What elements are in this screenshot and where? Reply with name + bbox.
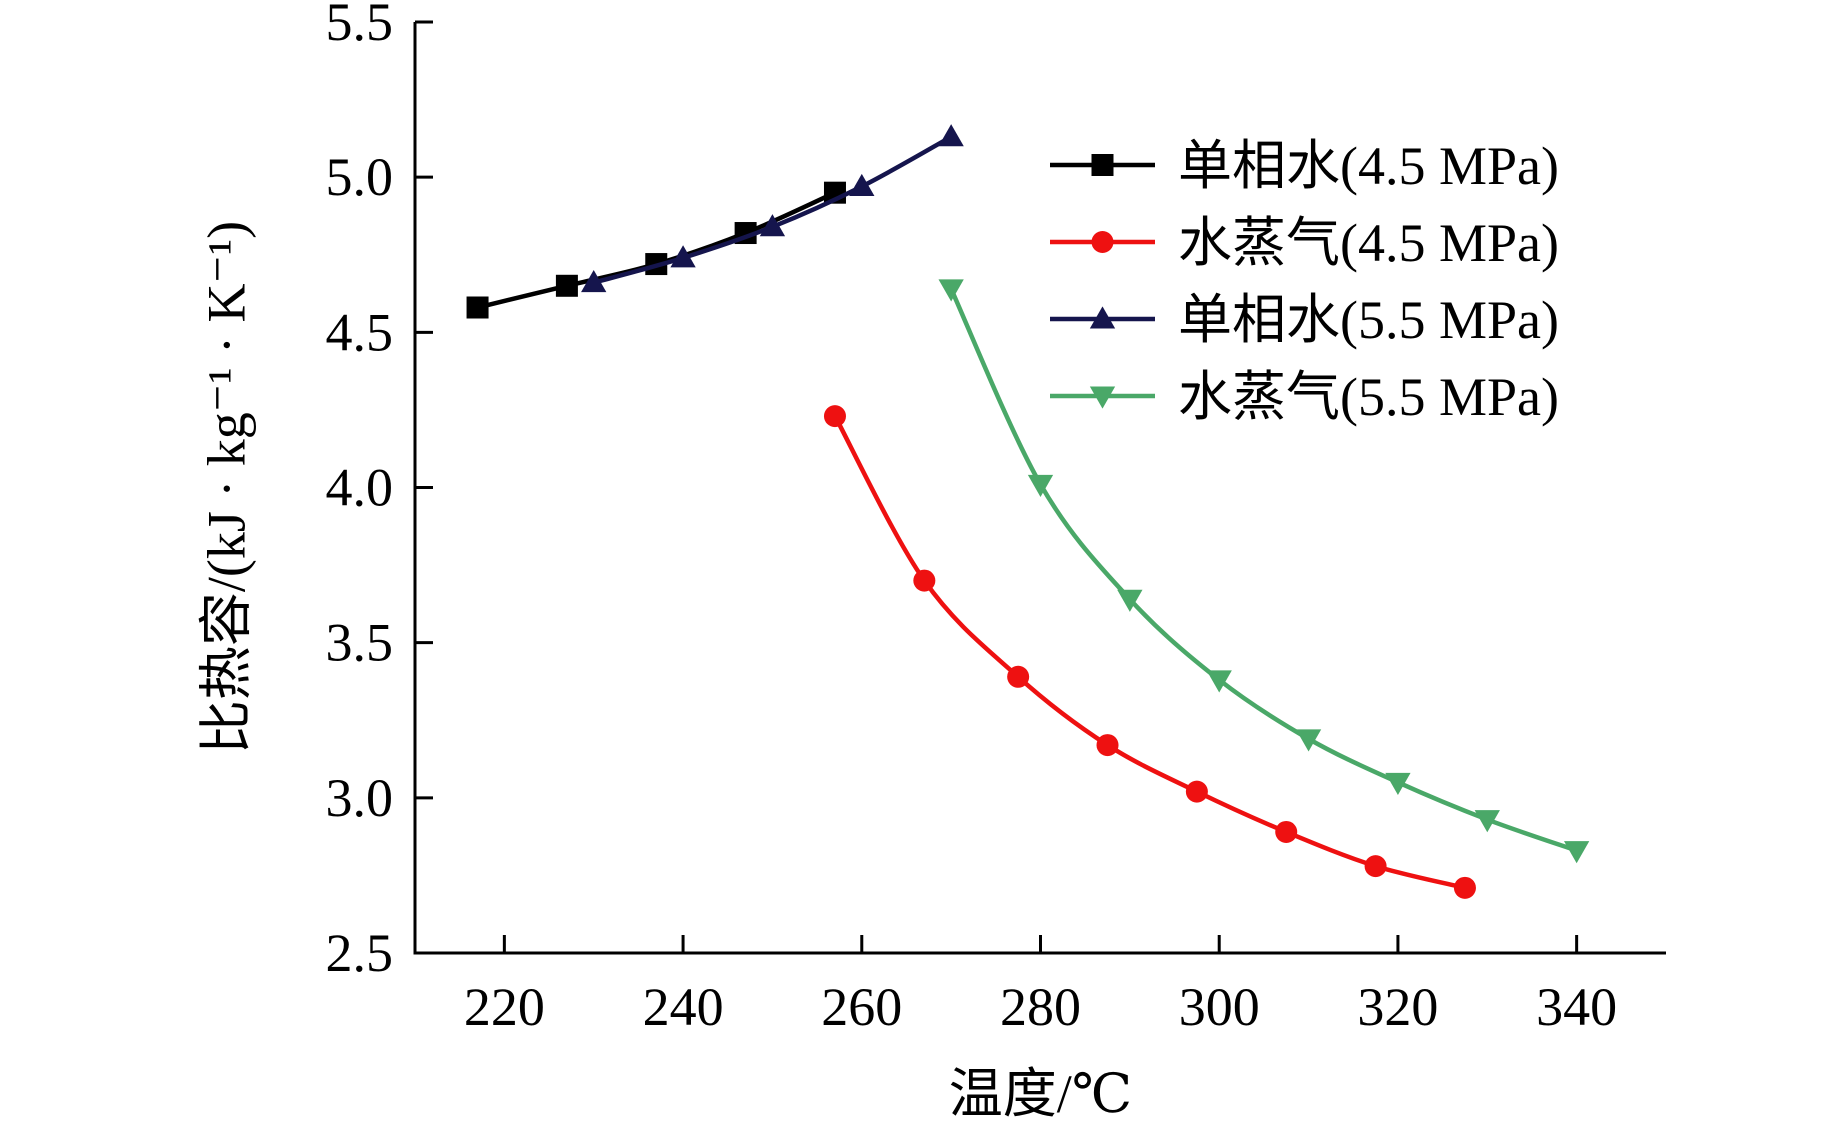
legend-label: 水蒸气(5.5 MPa) <box>1178 367 1559 427</box>
data-point <box>1474 810 1500 833</box>
data-point <box>759 214 786 237</box>
series-line <box>477 190 836 310</box>
x-axis-title: 温度/℃ <box>949 1064 1132 1124</box>
y-tick-label: 5.5 <box>326 0 394 52</box>
legend-item: 单相水(5.5 MPa) <box>1050 290 1559 350</box>
data-point <box>466 296 489 319</box>
data-point <box>555 274 578 297</box>
x-tick-label: 280 <box>1000 977 1081 1037</box>
y-tick-label: 2.5 <box>326 923 394 983</box>
y-tick-label: 4.0 <box>326 458 394 518</box>
data-point <box>1185 780 1208 803</box>
x-tick-label: 220 <box>464 977 545 1037</box>
y-tick-label: 3.5 <box>326 613 394 673</box>
data-point <box>1117 589 1143 612</box>
y-tick-label: 3.0 <box>326 768 394 828</box>
series-1 <box>466 181 846 319</box>
series-line <box>833 415 1466 891</box>
legend-marker <box>1089 386 1116 409</box>
data-point <box>1385 772 1411 795</box>
data-point <box>670 245 696 268</box>
data-point <box>1007 665 1030 688</box>
x-tick-label: 300 <box>1179 977 1260 1037</box>
data-point <box>1206 670 1232 693</box>
legend-marker <box>1091 154 1114 176</box>
series-4 <box>938 279 1590 864</box>
data-point <box>1027 474 1054 498</box>
data-point <box>913 569 936 592</box>
data-point <box>1096 734 1119 757</box>
legend-label: 单相水(5.5 MPa) <box>1178 290 1559 350</box>
legend-marker <box>1091 231 1114 253</box>
data-point <box>1295 729 1322 752</box>
data-point <box>1453 876 1476 899</box>
legend-item: 水蒸气(5.5 MPa) <box>1050 367 1559 427</box>
x-tick-label: 240 <box>643 977 724 1037</box>
legend: 单相水(4.5 MPa) 水蒸气(4.5 MPa) 单相水(5.5 MPa) 水蒸气(… <box>1050 136 1559 427</box>
y-tick-label: 5.0 <box>326 147 394 207</box>
x-tick-label: 260 <box>821 977 902 1037</box>
data-point <box>938 279 964 302</box>
data-point <box>581 270 607 293</box>
legend-item: 单相水(4.5 MPa) <box>1050 136 1559 196</box>
legend-item: 水蒸气(4.5 MPa) <box>1050 213 1559 273</box>
legend-label: 水蒸气(4.5 MPa) <box>1178 213 1559 273</box>
y-axis-title: 比热容/(kJ · kg⁻¹ · K⁻¹) <box>196 221 256 754</box>
data-point <box>1563 841 1590 864</box>
data-point <box>823 405 846 428</box>
x-tick-label: 320 <box>1357 977 1438 1037</box>
series-3 <box>581 124 964 293</box>
data-point <box>1364 855 1387 878</box>
legend-label: 单相水(4.5 MPa) <box>1178 136 1559 196</box>
legend-marker <box>1089 306 1116 329</box>
series-layer <box>466 124 1590 899</box>
data-point <box>938 124 964 147</box>
axes: 2.5 3.0 3.5 4.0 4.5 5.0 5.5 220 240 260 280 300 320 3… <box>326 0 1666 1037</box>
x-tick-label: 340 <box>1536 977 1617 1037</box>
data-point <box>849 173 875 196</box>
data-point <box>1275 820 1298 843</box>
y-tick-label: 4.5 <box>326 302 394 362</box>
series-2 <box>823 405 1476 899</box>
